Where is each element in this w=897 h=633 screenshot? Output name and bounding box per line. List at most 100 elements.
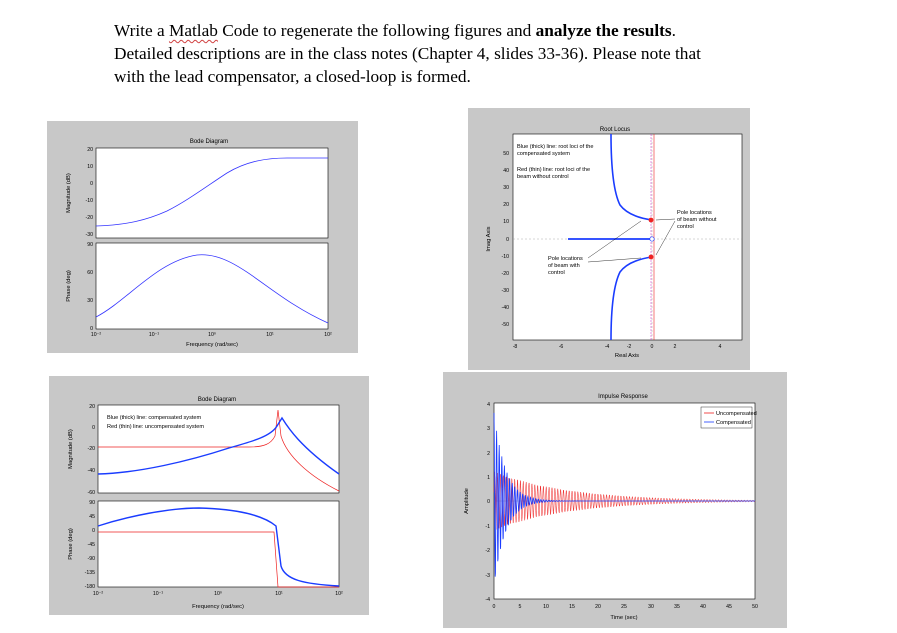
fig1-x-tick: 10² bbox=[324, 332, 332, 338]
fig2-y-tick: 10 bbox=[503, 219, 509, 225]
fig3-legend1: Blue (thick) line: compensated system bbox=[107, 415, 202, 421]
fig3-x-tick: 10⁰ bbox=[214, 591, 222, 597]
figure-bode-compensator: Bode Diagram 20 10 0 -10 -20 -30 90 60 3… bbox=[47, 121, 358, 353]
fig2-y-tick: 40 bbox=[503, 168, 509, 174]
fig2-blue-locus-lower bbox=[610, 256, 653, 341]
fig3-mag-tick: 0 bbox=[92, 425, 95, 431]
fig3-phase-tick: -180 bbox=[85, 584, 95, 590]
fig3-title: Bode Diagram bbox=[198, 397, 236, 403]
fig3-ylabel-phase: Phase (deg) bbox=[68, 528, 74, 560]
fig3-mag-tick: 20 bbox=[89, 404, 95, 410]
fig1-phase-tick: 0 bbox=[90, 326, 93, 332]
fig2-note2b: beam without control bbox=[517, 174, 569, 180]
fig3-phase-tick: 45 bbox=[89, 514, 95, 520]
fig3-phase-tick: 0 bbox=[92, 528, 95, 534]
fig2-note4: Pole locations bbox=[548, 256, 583, 262]
fig4-x-tick: 30 bbox=[648, 604, 654, 610]
fig2-y-tick: 50 bbox=[503, 151, 509, 157]
fig1-mag-tick: -30 bbox=[86, 232, 94, 238]
fig2-note4c: control bbox=[548, 270, 565, 276]
fig3-legend2: Red (thin) line: uncompensated system bbox=[107, 424, 204, 430]
fig4-x-tick: 25 bbox=[621, 604, 627, 610]
fig3-phase-uncomp bbox=[98, 531, 339, 588]
fig2-zero-marker bbox=[649, 236, 655, 242]
fig4-y-tick: 0 bbox=[487, 499, 490, 505]
fig3-phase-tick: 90 bbox=[89, 500, 95, 506]
fig3-x-tick: 10² bbox=[335, 591, 343, 597]
fig1-phase-axes bbox=[95, 242, 329, 330]
fig2-blue-locus-upper bbox=[610, 133, 653, 221]
fig4-x-tick: 35 bbox=[674, 604, 680, 610]
fig2-pole-marker bbox=[648, 254, 654, 260]
fig2-note3b: of beam without bbox=[677, 217, 717, 223]
fig4-y-tick: -4 bbox=[485, 597, 490, 603]
instruction-line-3: with the lead compensator, a closed-loop… bbox=[114, 67, 471, 86]
fig2-x-tick: -2 bbox=[627, 344, 632, 350]
fig2-y-tick: 0 bbox=[506, 237, 509, 243]
fig3-x-tick: 10¹ bbox=[275, 591, 283, 597]
matlab-word: Matlab bbox=[168, 21, 218, 40]
fig3-ylabel-mag: Magnitude (dB) bbox=[68, 429, 74, 469]
fig4-y-tick: -3 bbox=[485, 573, 490, 579]
fig1-x-tick: 10⁻² bbox=[91, 332, 102, 338]
fig2-note4b: of beam with bbox=[548, 263, 580, 269]
fig2-y-tick: -20 bbox=[502, 271, 510, 277]
fig1-mag-tick: 0 bbox=[90, 181, 93, 187]
fig4-y-tick: 4 bbox=[487, 402, 490, 408]
fig2-ylabel: Imag Axis bbox=[486, 226, 492, 251]
fig2-x-tick: 0 bbox=[651, 344, 654, 350]
fig3-phase-tick: -45 bbox=[88, 542, 96, 548]
fig2-x-tick: -4 bbox=[605, 344, 610, 350]
fig1-mag-curve bbox=[95, 157, 328, 227]
fig3-phase-tick: -135 bbox=[85, 570, 95, 576]
fig2-y-tick: -10 bbox=[502, 254, 510, 260]
fig2-y-tick: 20 bbox=[503, 202, 509, 208]
fig2-y-tick: -40 bbox=[502, 305, 510, 311]
fig4-legend-uncomp: Uncompensated bbox=[716, 411, 757, 417]
fig2-note1b: compensated system bbox=[517, 151, 570, 157]
fig1-mag-tick: -10 bbox=[86, 198, 94, 204]
fig4-xlabel: Time (sec) bbox=[610, 615, 637, 621]
fig4-compensated-response bbox=[493, 412, 755, 577]
fig2-note2: Red (thin) line: root loci of the bbox=[517, 167, 590, 173]
fig2-y-tick: -50 bbox=[502, 322, 510, 328]
fig2-xlabel: Real Axis bbox=[615, 353, 639, 359]
fig4-y-tick: 3 bbox=[487, 426, 490, 432]
fig2-axes bbox=[512, 133, 743, 341]
fig2-x-tick: 2 bbox=[674, 344, 677, 350]
fig2-y-tick: -30 bbox=[502, 288, 510, 294]
fig1-x-tick: 10⁰ bbox=[208, 332, 216, 338]
fig4-x-tick: 0 bbox=[493, 604, 496, 610]
fig2-x-tick: -8 bbox=[513, 344, 518, 350]
fig3-mag-tick: -60 bbox=[88, 490, 96, 496]
fig1-mag-axes bbox=[95, 147, 329, 239]
instruction-part1: Write a bbox=[114, 21, 169, 40]
fig1-mag-tick: -20 bbox=[86, 215, 94, 221]
fig4-ylabel: Amplitude bbox=[464, 488, 470, 514]
fig4-y-tick: -1 bbox=[485, 524, 490, 530]
fig4-y-tick: -2 bbox=[485, 548, 490, 554]
fig2-y-tick: 30 bbox=[503, 185, 509, 191]
fig1-phase-curve bbox=[95, 254, 329, 324]
fig4-x-tick: 15 bbox=[569, 604, 575, 610]
fig2-x-tick: -6 bbox=[559, 344, 564, 350]
fig3-phase-axes bbox=[97, 500, 340, 588]
fig4-x-tick: 20 bbox=[595, 604, 601, 610]
fig2-note1: Blue (thick) line: root loci of the bbox=[517, 144, 593, 150]
fig3-mag-tick: -40 bbox=[88, 468, 96, 474]
fig4-y-tick: 1 bbox=[487, 475, 490, 481]
fig4-x-tick: 40 bbox=[700, 604, 706, 610]
fig1-phase-tick: 30 bbox=[87, 298, 93, 304]
fig4-x-ticks: 0 5 10 15 20 25 30 35 40 45 50 bbox=[493, 604, 758, 610]
fig3-mag-axes bbox=[97, 404, 340, 494]
fig1-phase-tick: 60 bbox=[87, 270, 93, 276]
instruction-bold: analyze the results bbox=[535, 21, 672, 40]
instruction-part3: . bbox=[671, 21, 676, 40]
fig2-title: Root Locus bbox=[600, 127, 630, 133]
fig2-note3: Pole locations bbox=[677, 210, 712, 216]
fig1-mag-tick: 10 bbox=[87, 164, 93, 170]
fig2-note3c: control bbox=[677, 224, 694, 230]
fig4-y-tick: 2 bbox=[487, 451, 490, 457]
fig3-mag-comp bbox=[97, 416, 340, 475]
fig4-x-tick: 5 bbox=[519, 604, 522, 610]
